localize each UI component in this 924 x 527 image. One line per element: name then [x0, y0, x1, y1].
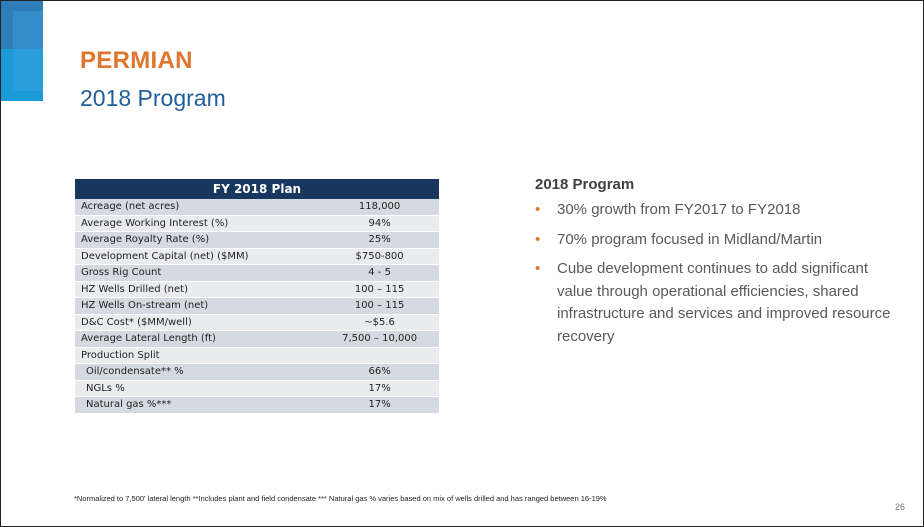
accent-bar: [1, 1, 43, 101]
program-title: 2018 Program: [535, 176, 635, 193]
bullet-text: 70% program focused in Midland/Martin: [557, 230, 823, 248]
table-row: Average Lateral Length (ft) 7,500 – 10,0…: [75, 330, 439, 348]
row-value: $750-800: [320, 248, 439, 265]
row-label: Acreage (net acres): [75, 199, 321, 216]
row-value: 100 – 115: [320, 281, 439, 298]
row-value: 7,500 – 10,000: [320, 330, 439, 348]
page-title: PERMIAN: [80, 47, 193, 74]
row-label: Average Lateral Length (ft): [75, 330, 321, 348]
footnote: *Normalized to 7,500' lateral length **I…: [74, 494, 607, 503]
row-label: Development Capital (net) ($MM): [75, 248, 321, 265]
table-row: Oil/condensate** % 66%: [75, 363, 439, 381]
page-subtitle: 2018 Program: [80, 85, 226, 111]
row-value: 94%: [320, 215, 439, 232]
table-row: Natural gas %*** 17%: [75, 396, 439, 414]
table-row: Average Working Interest (%) 94%: [75, 215, 439, 232]
table-row: Development Capital (net) ($MM) $750-800: [75, 248, 439, 265]
row-value: 118,000: [320, 199, 439, 216]
bullet-text: 30% growth from FY2017 to FY2018: [557, 201, 801, 218]
row-label: Natural gas %***: [75, 396, 321, 414]
table-row: HZ Wells Drilled (net) 100 – 115: [75, 281, 439, 298]
table-row: HZ Wells On-stream (net) 100 – 115: [75, 297, 439, 315]
row-label: NGLs %: [75, 380, 321, 397]
row-value: 17%: [320, 380, 439, 397]
table-row: D&C Cost* ($MM/well) ~$5.6: [75, 314, 439, 331]
table-row: Gross Rig Count 4 - 5: [75, 264, 439, 282]
bullet-text: Cube development continues to add signif…: [557, 260, 891, 345]
list-item: • 70% program focused in Midland/Martin: [535, 229, 895, 252]
row-value: ~$5.6: [320, 314, 439, 331]
table-row: Average Royalty Rate (%) 25%: [75, 231, 439, 249]
row-label: HZ Wells On-stream (net): [75, 297, 321, 315]
bullet-icon: •: [535, 201, 541, 218]
bullet-icon: •: [535, 230, 541, 248]
row-label: Gross Rig Count: [75, 264, 321, 282]
row-value: [320, 347, 439, 364]
row-value: 25%: [320, 231, 439, 249]
row-value: 4 - 5: [320, 264, 439, 282]
row-label: HZ Wells Drilled (net): [75, 281, 321, 298]
page-number: 26: [894, 502, 905, 512]
row-label: Average Royalty Rate (%): [75, 231, 321, 249]
program-section: 2018 Program • 30% growth from FY2017 to…: [535, 176, 895, 355]
bullet-icon: •: [535, 260, 541, 277]
table-row: Acreage (net acres) 118,000: [75, 199, 439, 216]
list-item: • 30% growth from FY2017 to FY2018: [535, 199, 895, 222]
table-heading: FY 2018 Plan: [75, 179, 439, 199]
row-label: Oil/condensate** %: [75, 363, 321, 381]
list-item: • Cube development continues to add sign…: [535, 258, 895, 348]
program-bullet-list: • 30% growth from FY2017 to FY2018 • 70%…: [535, 199, 895, 348]
row-value: 66%: [320, 363, 439, 381]
fy2018-plan-table: FY 2018 Plan Acreage (net acres) 118,000…: [75, 179, 439, 414]
row-label: Production Split: [75, 347, 321, 364]
row-value: 17%: [320, 396, 439, 414]
row-value: 100 – 115: [320, 297, 439, 315]
table-row: Production Split: [75, 347, 439, 364]
table-row: NGLs % 17%: [75, 380, 439, 397]
row-label: D&C Cost* ($MM/well): [75, 314, 321, 331]
row-label: Average Working Interest (%): [75, 215, 321, 232]
